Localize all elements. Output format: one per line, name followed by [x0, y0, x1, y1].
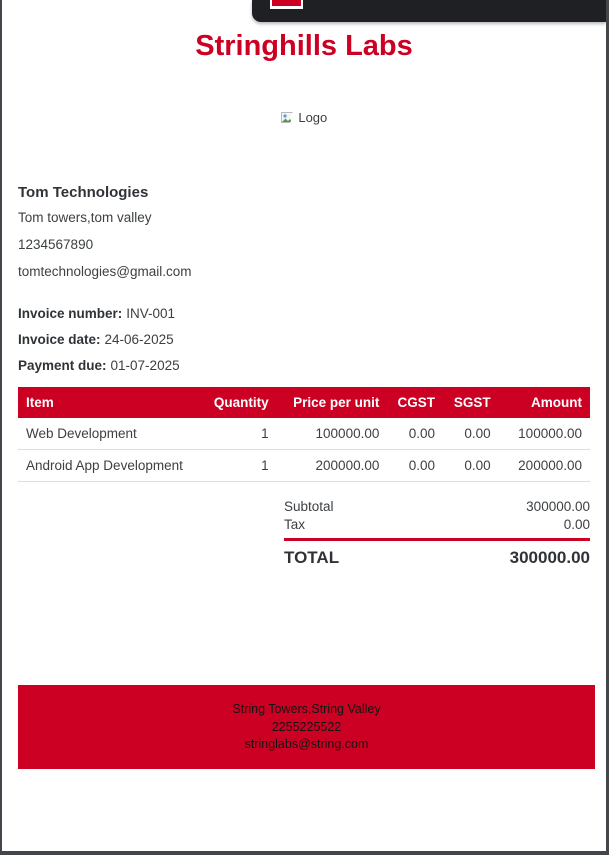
tax-label: Tax: [284, 517, 306, 532]
quantity-cell: 1: [205, 449, 277, 482]
item-cell: Android App Development: [18, 449, 206, 482]
column-header-amount: Amount: [498, 387, 590, 418]
table-row: Web Development 1 100000.00 0.00 0.00 10…: [18, 418, 590, 450]
column-header-cgst: CGST: [387, 387, 444, 418]
footer-email: stringlabs@string.com: [244, 737, 369, 751]
sender-email: tomtechnologies@gmail.com: [18, 264, 192, 279]
price-cell: 100000.00: [276, 418, 388, 450]
column-header-quantity: Quantity: [205, 387, 277, 418]
invoice-date-value: 24-06-2025: [104, 332, 174, 347]
cgst-cell: 0.00: [387, 418, 444, 450]
subtotal-label: Subtotal: [284, 499, 334, 514]
logo-placeholder: Logo: [18, 110, 590, 127]
company-name-title: Stringhills Labs: [195, 30, 413, 62]
invoice-number-row: Invoice number: INV-001: [18, 306, 590, 321]
tax-row: Tax 0.00: [284, 516, 590, 534]
total-value: 300000.00: [509, 548, 590, 567]
table-header-row: Item Quantity Price per unit CGST SGST A…: [18, 387, 590, 418]
column-header-price: Price per unit: [276, 387, 388, 418]
subtotal-value: 300000.00: [526, 499, 590, 514]
payment-due-label: Payment due:: [18, 358, 107, 373]
items-table: Item Quantity Price per unit CGST SGST A…: [18, 387, 590, 482]
total-label: TOTAL: [284, 548, 340, 567]
sender-info: Tom Technologies Tom towers,tom valley 1…: [18, 184, 590, 282]
invoice-document: Stringhills Labs Logo Tom Technologies T…: [2, 30, 606, 568]
sender-phone: 1234567890: [18, 237, 94, 252]
payment-due-row: Payment due: 01-07-2025: [18, 358, 590, 373]
sender-name: Tom Technologies: [18, 184, 149, 201]
invoice-number-value: INV-001: [126, 306, 176, 321]
quantity-cell: 1: [205, 418, 277, 450]
column-header-item: Item: [18, 387, 206, 418]
tab-thumbnail-icon[interactable]: [270, 0, 303, 9]
sgst-cell: 0.00: [443, 449, 499, 482]
invoice-date-label: Invoice date:: [18, 332, 101, 347]
cgst-cell: 0.00: [387, 449, 444, 482]
total-row: TOTAL 300000.00: [284, 538, 590, 568]
invoice-date-row: Invoice date: 24-06-2025: [18, 332, 590, 347]
footer-phone: 2255225522: [271, 719, 342, 734]
invoice-number-label: Invoice number:: [18, 306, 123, 321]
sender-address: Tom towers,tom valley: [18, 210, 152, 225]
subtotal-row: Subtotal 300000.00: [284, 498, 590, 516]
sgst-cell: 0.00: [443, 418, 499, 450]
footer-address: String Towers,String Valley: [232, 702, 381, 716]
logo-alt-text: Logo: [298, 110, 328, 125]
tax-value: 0.00: [563, 517, 590, 532]
broken-image-icon: [280, 112, 294, 127]
invoice-meta: Invoice number: INV-001 Invoice date: 24-0…: [18, 306, 590, 373]
price-cell: 200000.00: [276, 449, 388, 482]
item-cell: Web Development: [18, 418, 206, 450]
tab-thumbnail-fill: [272, 0, 301, 6]
amount-cell: 100000.00: [498, 418, 590, 450]
payment-due-value: 01-07-2025: [110, 358, 180, 373]
totals-section: Subtotal 300000.00 Tax 0.00 TOTAL 300000…: [284, 498, 590, 568]
column-header-sgst: SGST: [443, 387, 499, 418]
footer-banner: String Towers,String Valley 2255225522 s…: [18, 685, 595, 769]
amount-cell: 200000.00: [498, 449, 590, 482]
table-row: Android App Development 1 200000.00 0.00…: [18, 449, 590, 482]
browser-topbar: [252, 0, 606, 22]
